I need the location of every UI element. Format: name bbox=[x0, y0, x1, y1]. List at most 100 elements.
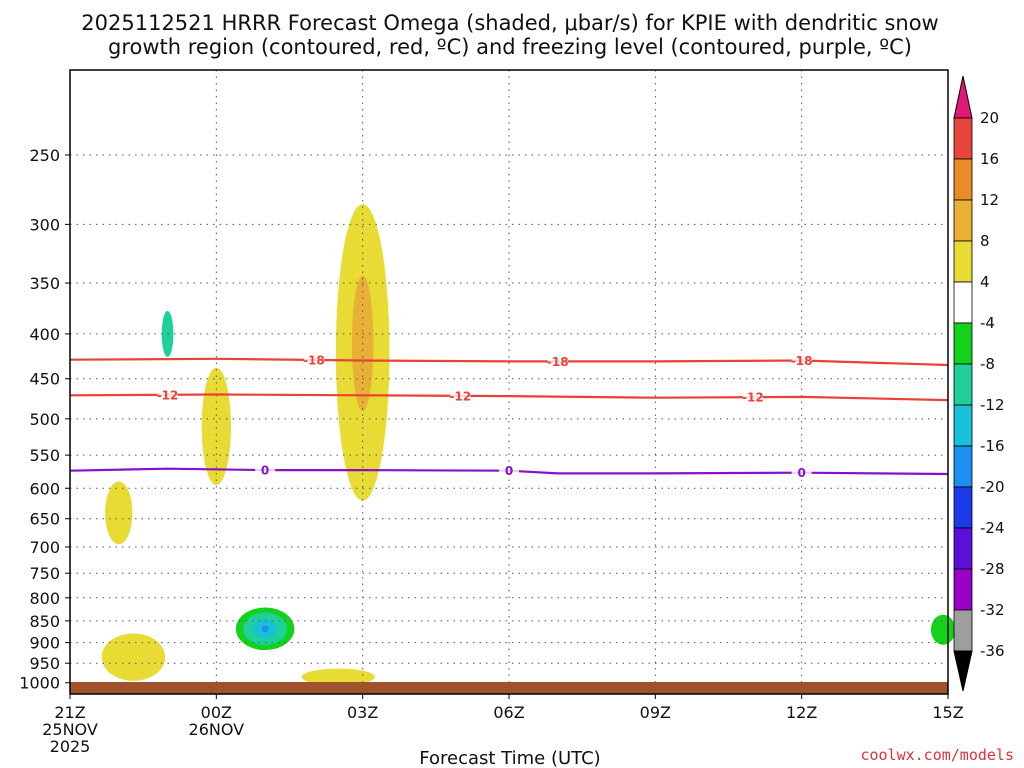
colorbar-segment--8--4 bbox=[953, 322, 973, 365]
x-tick-label-0-0: 21Z bbox=[54, 703, 85, 722]
contour-label-0-1: 0 bbox=[505, 464, 513, 478]
x-axis-label: Forecast Time (UTC) bbox=[419, 748, 600, 768]
terrain-strip bbox=[70, 682, 948, 694]
contour-label-0-0: 0 bbox=[261, 464, 269, 478]
y-tick-label-600: 600 bbox=[29, 479, 60, 498]
y-tick-label-750: 750 bbox=[29, 564, 60, 583]
colorbar-tick--32: -32 bbox=[980, 601, 1005, 619]
chart-title-line-1: 2025112521 HRRR Forecast Omega (shaded, … bbox=[81, 11, 938, 35]
contour-label-bg-0-0 bbox=[255, 463, 276, 478]
colorbar-tick--36: -36 bbox=[980, 642, 1005, 660]
grid-lines bbox=[69, 70, 949, 694]
colorbar-segment--20--16 bbox=[953, 445, 973, 488]
omega-blob-4 bbox=[201, 367, 231, 486]
colorbar-tick-12: 12 bbox=[980, 191, 999, 209]
x-tick-label-3-0: 00Z bbox=[201, 703, 232, 722]
omega-blob-17 bbox=[491, 651, 536, 683]
contour-line--12 bbox=[69, 393, 949, 402]
x-tick-label-0-2: 2025 bbox=[50, 737, 91, 756]
y-tick-label-400: 400 bbox=[29, 325, 60, 344]
temperature-contours: -18 -18 -18 -12 -12 -12 0 0 0 bbox=[69, 352, 949, 480]
colorbar-tick-16: 16 bbox=[980, 150, 999, 168]
x-tick-label-9-0: 06Z bbox=[493, 703, 524, 722]
x-tick-label-18-0: 15Z bbox=[932, 703, 963, 722]
colorbar-tick--16: -16 bbox=[980, 437, 1005, 455]
contour-label--12-1: -12 bbox=[449, 389, 471, 403]
omega-blob-16 bbox=[418, 617, 522, 656]
omega-blob-0 bbox=[105, 481, 133, 545]
colorbar-segment--4-4 bbox=[953, 281, 973, 324]
colorbar: 20 16 12 8 4 -4 -8 -12 -16 -20 -24 -28 -32 -36 bbox=[953, 75, 1005, 692]
y-tick-label-500: 500 bbox=[29, 410, 60, 429]
colorbar-segment--32--28 bbox=[953, 568, 973, 611]
contour-label--18-1: -18 bbox=[547, 355, 569, 369]
colorbar-segment--24--20 bbox=[953, 486, 973, 529]
credit-link[interactable]: coolwx.com/models bbox=[860, 746, 1014, 764]
colorbar-segment--16--12 bbox=[953, 404, 973, 447]
colorbar-segment-8-12 bbox=[953, 199, 973, 242]
contour-label-bg--18-2 bbox=[791, 353, 812, 368]
y-tick-label-650: 650 bbox=[29, 510, 60, 529]
colorbar-tick--28: -28 bbox=[980, 560, 1005, 578]
omega-blob-1 bbox=[101, 633, 166, 681]
x-tick-label-0-1: 25NOV bbox=[42, 720, 98, 739]
contour-label--12-0: -12 bbox=[157, 388, 179, 402]
colorbar-tick--12: -12 bbox=[980, 396, 1005, 414]
x-tick-label-15-0: 12Z bbox=[786, 703, 817, 722]
colorbar-segment--12--8 bbox=[953, 363, 973, 406]
contour-label-bg--12-2 bbox=[742, 390, 763, 405]
colorbar-tick-4: 4 bbox=[980, 273, 990, 291]
colorbar-segment-16-20 bbox=[953, 117, 973, 160]
contour-label--18-0: -18 bbox=[303, 353, 325, 367]
colorbar-segment-12-16 bbox=[953, 158, 973, 201]
omega-blob-22 bbox=[791, 630, 812, 652]
colorbar-segment-4-8 bbox=[953, 240, 973, 283]
colorbar-tick--4: -4 bbox=[980, 314, 995, 332]
omega-blob-9 bbox=[261, 625, 269, 633]
y-tick-label-900: 900 bbox=[29, 634, 60, 653]
colorbar-tick--8: -8 bbox=[980, 355, 995, 373]
omega-blob-25 bbox=[930, 614, 956, 645]
y-tick-label-450: 450 bbox=[29, 370, 60, 389]
y-tick-label-850: 850 bbox=[29, 612, 60, 631]
pressure-axis: 250 300 350 400 450 500 550 600 650 700 750 800 850 9… bbox=[19, 146, 70, 693]
omega-shading bbox=[101, 178, 968, 686]
colorbar-bottom-arrow bbox=[953, 650, 973, 692]
colorbar-top-arrow bbox=[953, 75, 973, 119]
contour-line--18 bbox=[69, 357, 949, 367]
colorbar-segment--28--24 bbox=[953, 527, 973, 570]
x-tick-label-6-0: 03Z bbox=[347, 703, 378, 722]
contour-label-bg--18-1 bbox=[547, 354, 568, 369]
y-tick-label-250: 250 bbox=[29, 146, 60, 165]
contour-label-0-2: 0 bbox=[797, 466, 805, 480]
y-tick-label-800: 800 bbox=[29, 589, 60, 608]
chart-title-line-2: growth region (contoured, red, ºC) and f… bbox=[108, 35, 912, 59]
omega-blob-14 bbox=[411, 483, 441, 531]
contour-label--18-2: -18 bbox=[791, 354, 813, 368]
colorbar-tick--24: -24 bbox=[980, 519, 1005, 537]
y-tick-label-950: 950 bbox=[29, 654, 60, 673]
colorbar-tick--20: -20 bbox=[980, 478, 1005, 496]
contour-label-bg--12-1 bbox=[450, 388, 471, 403]
x-tick-label-12-0: 09Z bbox=[640, 703, 671, 722]
contour-label-bg-0-1 bbox=[499, 463, 519, 478]
omega-blob-23 bbox=[839, 178, 881, 344]
x-tick-label-3-1: 26NOV bbox=[189, 720, 245, 739]
colorbar-segment--36--32 bbox=[953, 609, 973, 652]
y-tick-label-300: 300 bbox=[29, 215, 60, 234]
omega-blob-18 bbox=[526, 387, 590, 495]
contour-label-bg--18-0 bbox=[303, 352, 324, 367]
contour-label-bg--12-0 bbox=[157, 387, 178, 402]
omega-blob-13 bbox=[301, 668, 375, 686]
omega-blob-20 bbox=[601, 639, 641, 676]
contour-label-bg-0-2 bbox=[791, 465, 812, 480]
y-tick-label-350: 350 bbox=[29, 274, 60, 293]
colorbar-tick-20: 20 bbox=[980, 109, 999, 127]
contour-label--12-2: -12 bbox=[742, 391, 764, 405]
y-tick-label-700: 700 bbox=[29, 538, 60, 557]
colorbar-tick-8: 8 bbox=[980, 232, 990, 250]
omega-blob-15 bbox=[438, 250, 512, 305]
y-tick-label-1000: 1000 bbox=[19, 674, 60, 693]
